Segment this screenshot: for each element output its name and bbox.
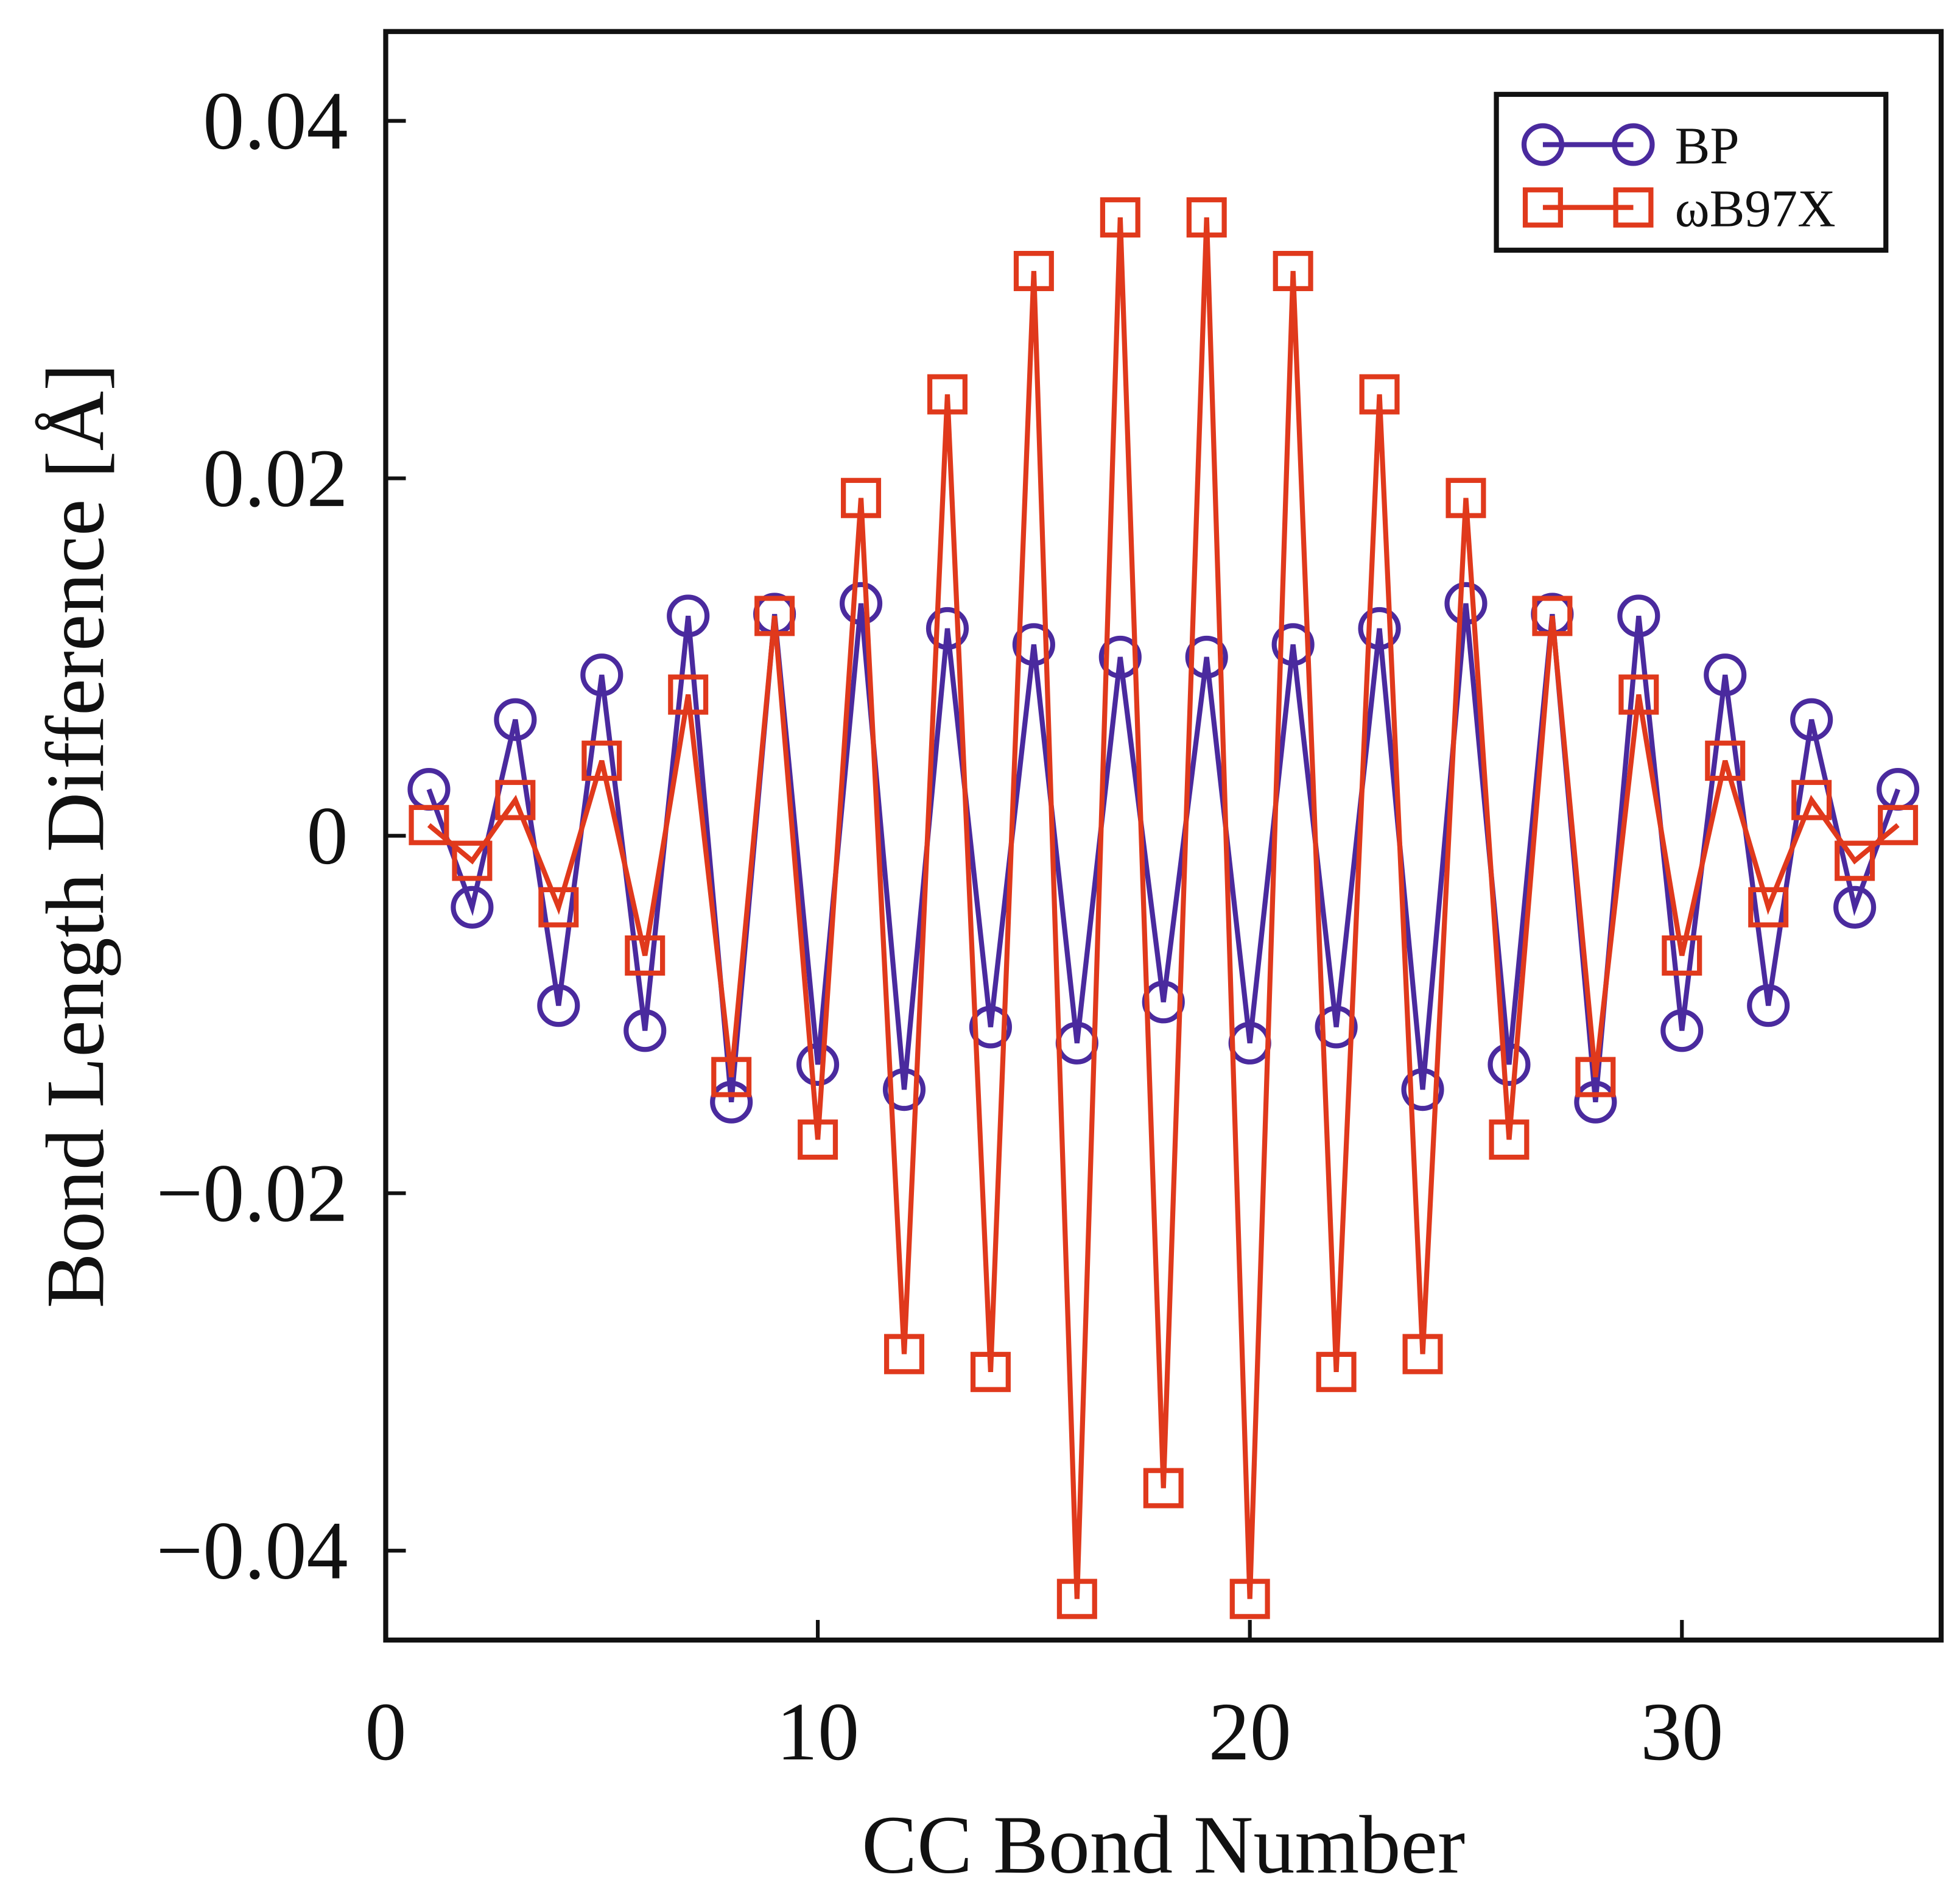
data-point	[1185, 635, 1228, 678]
data-point	[1444, 582, 1488, 625]
data-point	[495, 780, 536, 820]
data-point	[710, 1080, 753, 1124]
data-point	[1315, 1005, 1358, 1049]
data-point	[409, 804, 449, 845]
data-point	[1358, 607, 1401, 650]
data-point	[1660, 1009, 1704, 1052]
series-line	[426, 603, 1900, 1103]
data-point	[1098, 635, 1142, 678]
data-point	[623, 1009, 667, 1052]
y-tick-label: −0.02	[156, 1148, 348, 1239]
legend-marker	[1521, 123, 1565, 166]
data-point	[1401, 1068, 1444, 1111]
data-point	[1229, 1579, 1270, 1619]
data-point	[1056, 1579, 1097, 1619]
y-tick-label: −0.04	[156, 1505, 348, 1597]
data-point	[1835, 840, 1875, 881]
y-tick-label: 0	[306, 790, 348, 882]
data-point	[1790, 698, 1833, 741]
data-point	[494, 698, 537, 741]
data-point	[1488, 1043, 1531, 1086]
legend-marker	[1612, 123, 1655, 166]
plot-marks	[407, 197, 1920, 1619]
data-point	[798, 1119, 838, 1160]
x-tick-label: 10	[776, 1686, 859, 1778]
data-point	[1012, 623, 1055, 666]
data-point	[625, 935, 666, 976]
data-point	[1402, 1334, 1443, 1375]
axis-ticks: 0 10 20 30 0.04 0.02 0 −0.02 −0.04	[156, 76, 1723, 1778]
data-point	[1489, 1119, 1530, 1160]
data-point	[667, 594, 710, 638]
data-point	[926, 607, 969, 650]
data-point	[1747, 984, 1790, 1027]
data-point	[1878, 804, 1919, 845]
data-point	[1273, 251, 1313, 292]
data-point	[451, 885, 494, 929]
data-point	[1316, 1351, 1357, 1392]
data-point	[1532, 596, 1573, 636]
data-point	[839, 582, 883, 625]
legend: BP ωB97X	[1494, 91, 1889, 253]
legend-label-wb97x: ωB97X	[1675, 180, 1836, 238]
data-point	[538, 887, 579, 928]
data-point	[1704, 653, 1747, 697]
legend-marker	[1522, 187, 1563, 228]
x-tick-label: 0	[365, 1686, 406, 1778]
data-point	[1833, 885, 1877, 929]
data-point	[711, 1057, 752, 1097]
data-point	[1013, 251, 1054, 292]
data-point	[1575, 1057, 1616, 1097]
data-point	[1143, 1468, 1184, 1509]
data-point	[1662, 935, 1702, 976]
data-point	[1618, 674, 1659, 715]
data-point	[1748, 887, 1789, 928]
data-point	[581, 741, 622, 781]
data-point	[1100, 197, 1140, 238]
y-tick-label: 0.02	[203, 433, 348, 524]
legend-label-bp: BP	[1675, 116, 1740, 175]
data-point	[754, 596, 795, 636]
data-point	[841, 477, 882, 518]
data-point	[1791, 780, 1832, 820]
data-point	[1186, 197, 1227, 238]
data-point	[796, 1043, 840, 1086]
data-point	[1445, 477, 1486, 518]
data-point	[1271, 623, 1315, 666]
x-axis-label: CC Bond Number	[862, 1800, 1465, 1891]
y-axis-label: Bond Length Difference [Å]	[30, 364, 121, 1309]
data-point	[883, 1334, 925, 1375]
data-point	[927, 374, 968, 415]
series-wb97x	[409, 197, 1919, 1619]
legend-marker	[1613, 187, 1654, 228]
y-tick-label: 0.04	[203, 76, 348, 167]
data-point	[452, 840, 493, 881]
data-point	[970, 1351, 1011, 1392]
data-point	[1705, 741, 1746, 781]
data-point	[580, 653, 623, 697]
x-tick-label: 30	[1640, 1686, 1723, 1778]
data-point	[1359, 374, 1400, 415]
x-tick-label: 20	[1209, 1686, 1291, 1778]
series-line	[427, 217, 1900, 1599]
data-point	[969, 1005, 1013, 1049]
data-point	[668, 674, 709, 715]
data-point	[1617, 594, 1660, 638]
series-bp	[407, 582, 1920, 1124]
data-point	[882, 1068, 926, 1111]
data-point	[537, 984, 580, 1027]
data-point	[1574, 1080, 1617, 1124]
